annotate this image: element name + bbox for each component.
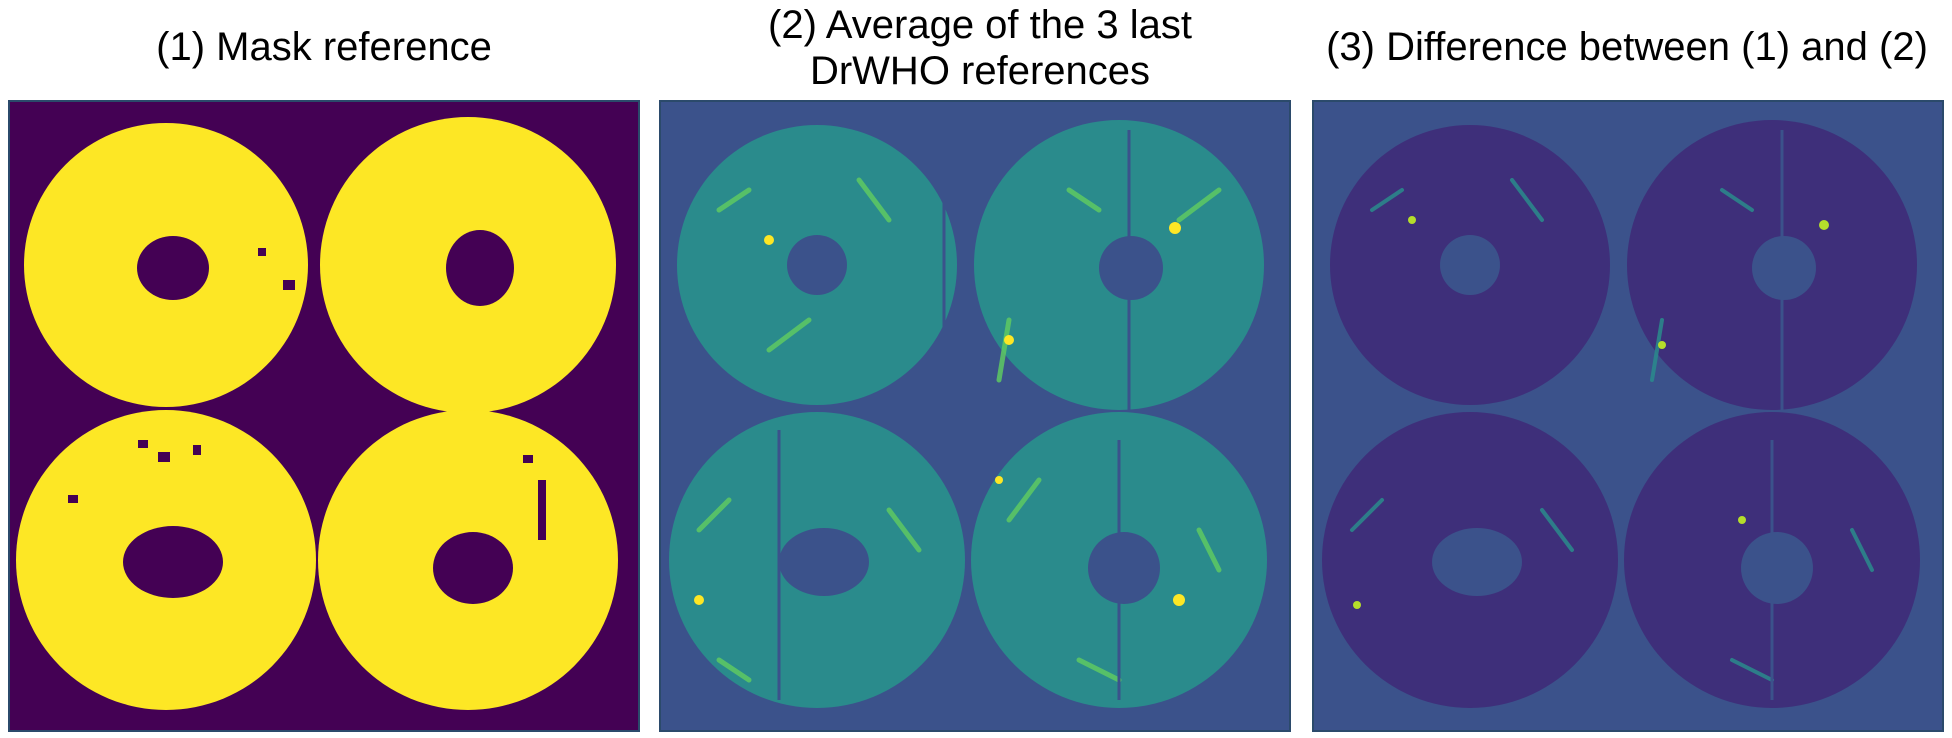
panel-title: (1) Mask reference: [156, 25, 492, 69]
difference-svg: [1312, 100, 1944, 732]
panel-title: (3) Difference between (1) and (2): [1326, 25, 1928, 69]
mask-donut-top-right: [320, 117, 616, 413]
mask-reference-svg: [8, 100, 640, 732]
mask-donut-bottom-right: [318, 410, 618, 710]
average-references-image: [659, 100, 1291, 732]
mask-reference-image: [8, 100, 640, 732]
difference-streaks: [1350, 178, 1874, 682]
mask-donut-top-left: [24, 123, 308, 407]
panel-difference: (3) Difference between (1) and (2): [1302, 0, 1952, 738]
difference-donuts: [1322, 120, 1920, 708]
difference-image: [1312, 100, 1944, 732]
mask-donut-bottom-left: [16, 410, 316, 710]
average-highlights: [694, 222, 1185, 606]
difference-highlights: [1353, 216, 1829, 609]
panel-average-references: (2) Average of the 3 last DrWHO referenc…: [655, 0, 1305, 738]
panel-title: (2) Average of the 3 last DrWHO referenc…: [768, 3, 1192, 93]
average-donuts: [669, 120, 1267, 708]
panel-mask-reference: (1) Mask reference: [0, 0, 650, 738]
difference-seams: [1770, 130, 1784, 700]
average-seams: [777, 130, 1131, 700]
average-references-svg: [659, 100, 1291, 732]
average-streaks: [696, 177, 1222, 683]
